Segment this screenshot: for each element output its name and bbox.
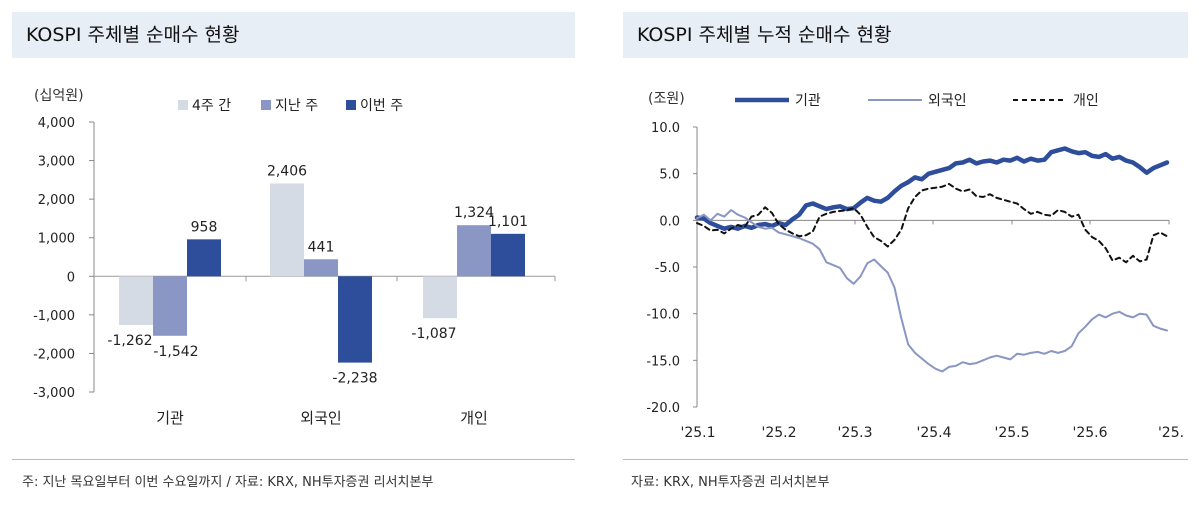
legend-label-3: 개인 [1073,93,1099,109]
right-chart-title: KOSPI 주체별 누적 순매수 현황 [637,24,892,46]
series-line-2 [696,209,1168,373]
bar-data-label: 2,406 [267,163,307,179]
y-tick-label: -10.0 [646,308,680,323]
x-tick-label: '25.6 [1072,425,1107,441]
series-line-3 [696,182,1168,264]
x-tick-label: '25.1 [680,425,715,441]
bar-1-1 [119,276,153,325]
bar-data-label: -2,238 [332,371,377,387]
bar-1-2 [270,183,304,277]
right-unit-label: (조원) [648,91,685,107]
x-tick-label: '25.4 [916,425,951,441]
legend-label-1: 4주 간 [192,98,231,114]
x-tick-label: '25.2 [761,425,796,441]
y-tick-label: 0 [67,270,75,285]
legend-label-3: 이번 주 [360,98,403,114]
y-tick-label: 4,000 [38,116,75,131]
right-footnote: 자료: KRX, NH투자증권 리서치본부 [631,475,830,490]
x-tick-label: '25. [1158,425,1184,441]
bar-data-label: -1,542 [153,344,198,360]
y-tick-label: -15.0 [646,354,680,369]
legend-swatch-3 [346,100,356,110]
bar-data-label: 958 [191,219,218,235]
bar-2-1 [153,276,187,336]
legend-label-2: 외국인 [928,93,967,109]
left-footnote: 주: 지난 목요일부터 이번 수요일까지 / 자료: KRX, NH투자증권 리… [22,475,434,490]
bar-2-2 [304,259,338,277]
x-tick-label: '25.3 [837,425,872,441]
y-tick-label: 5.0 [659,168,680,183]
y-tick-label: -20.0 [646,401,680,416]
left-bar-chart: (십억원) 4주 간 지난 주 이번 주 4,000 3,000 2,000 1,000 0 -1… [33,88,556,427]
bar-data-label: 441 [308,239,335,255]
y-tick-label: 1,000 [38,232,75,247]
legend-swatch-1 [178,100,188,110]
y-tick-label: -2,000 [33,347,75,362]
bar-data-label: -1,087 [411,326,456,342]
right-footnote-rule [623,459,1188,460]
left-footnote-rule [12,459,575,460]
left-chart-title: KOSPI 주체별 순매수 현황 [26,24,240,46]
x-category-label: 외국인 [300,409,341,427]
y-tick-label: 2,000 [38,193,75,208]
legend-label-2: 지난 주 [275,98,318,114]
x-tick-label: '25.5 [994,425,1029,441]
bar-data-label: -1,262 [107,333,152,349]
x-category-label: 개인 [460,409,488,427]
left-unit-label: (십억원) [34,88,84,104]
y-tick-label: 0.0 [659,214,680,229]
right-title-bar: KOSPI 주체별 누적 순매수 현황 [623,12,1188,58]
right-line-chart: (조원) 기관 외국인 개인 10.0 5.0 0.0 -5.0 -10.0 -15.0 -20.0… [646,91,1184,441]
y-tick-label: 3,000 [38,155,75,170]
bar-3-1 [187,239,221,277]
y-tick-label: -3,000 [33,386,75,401]
legend-label-1: 기관 [795,93,821,109]
bar-1-3 [423,276,457,319]
bar-3-2 [338,276,372,363]
legend-swatch-2 [261,100,271,110]
bar-data-label: 1,324 [454,205,494,221]
y-tick-label: 10.0 [651,121,680,136]
y-tick-label: -5.0 [655,261,680,276]
left-title-bar: KOSPI 주체별 순매수 현황 [12,12,575,58]
bar-3-3 [491,233,525,277]
series-line-1 [694,146,1170,231]
bar-2-3 [457,225,491,277]
bar-data-label: 1,101 [488,214,528,230]
x-category-label: 기관 [156,409,184,427]
y-tick-label: -1,000 [33,309,75,324]
